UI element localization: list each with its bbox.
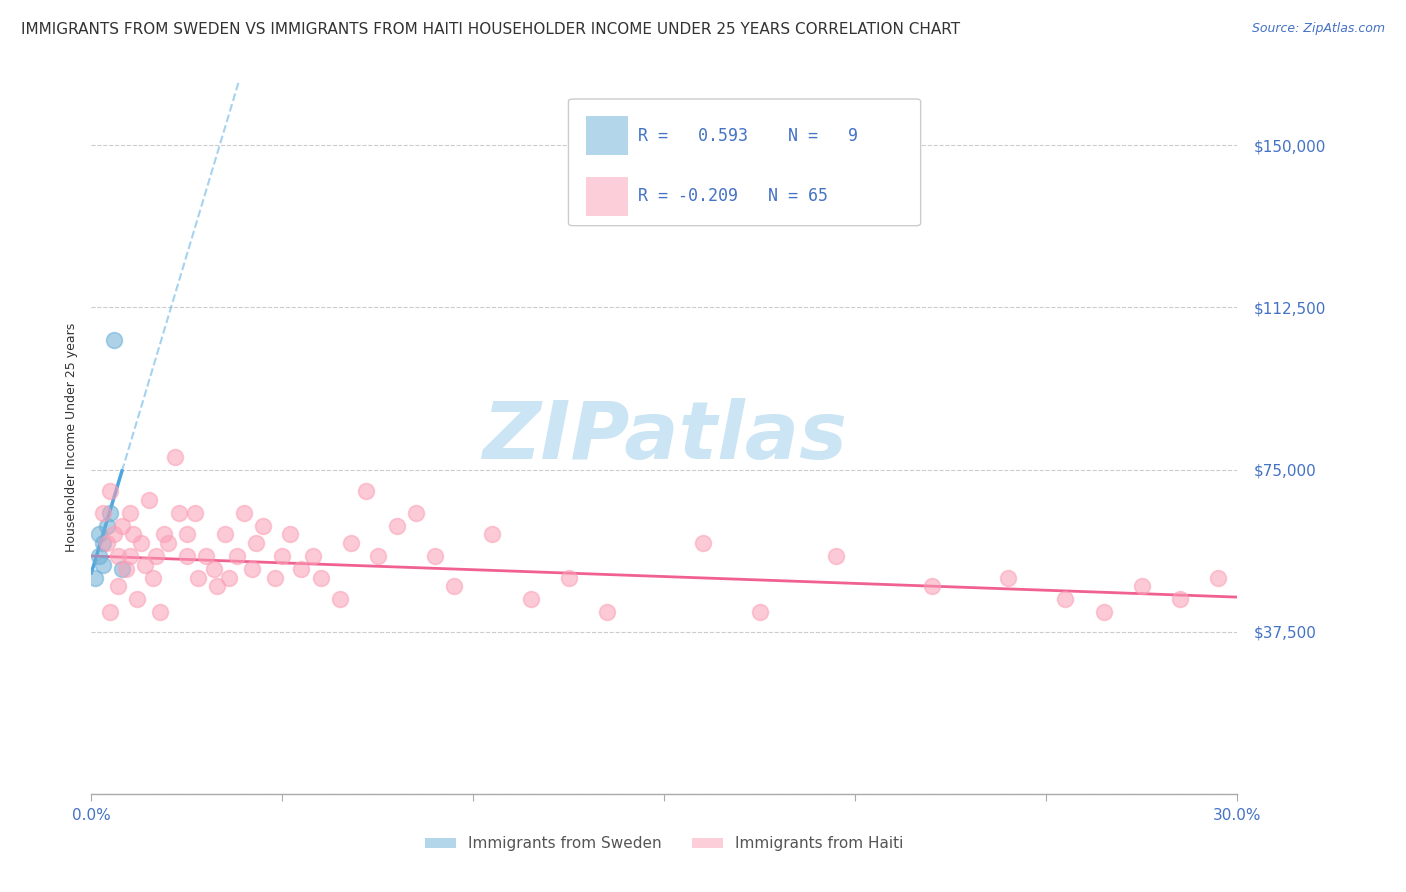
Point (183, 506, 205, 520)
Text: Source: ZipAtlas.com: Source: ZipAtlas.com (1251, 22, 1385, 36)
Point (1130, 579, 1153, 593)
Point (100, 506, 122, 520)
Point (156, 536, 179, 550)
Point (356, 484, 378, 499)
Point (748, 605, 770, 619)
Y-axis label: Householder Income Under 25 years: Householder Income Under 25 years (65, 322, 77, 552)
Point (187, 571, 209, 585)
Point (290, 562, 312, 576)
Point (218, 571, 240, 585)
Point (145, 549, 167, 563)
Point (252, 518, 274, 533)
Point (100, 605, 122, 619)
Point (118, 549, 141, 563)
Point (1092, 605, 1115, 619)
Point (240, 562, 263, 576)
Point (111, 518, 134, 533)
Point (481, 527, 503, 541)
Text: R = -0.209   N = 65: R = -0.209 N = 65 (638, 187, 828, 205)
Point (1168, 592, 1191, 607)
Point (329, 592, 352, 607)
Point (87, 549, 110, 563)
Point (1206, 571, 1229, 585)
Text: R =   0.593    N =   9: R = 0.593 N = 9 (638, 127, 858, 145)
Point (176, 527, 198, 541)
Point (596, 605, 619, 619)
Text: IMMIGRANTS FROM SWEDEN VS IMMIGRANTS FROM HAITI HOUSEHOLDER INCOME UNDER 25 YEAR: IMMIGRANTS FROM SWEDEN VS IMMIGRANTS FRO… (21, 22, 960, 37)
Point (302, 549, 325, 563)
Point (84, 571, 107, 585)
Point (118, 506, 141, 520)
Point (134, 558, 156, 572)
Point (263, 571, 285, 585)
Point (423, 549, 446, 563)
Point (207, 579, 229, 593)
Point (129, 536, 152, 550)
Point (233, 506, 256, 520)
Point (122, 527, 145, 541)
Point (96, 518, 118, 533)
Point (405, 506, 427, 520)
Point (91, 558, 114, 572)
Point (271, 549, 294, 563)
Point (103, 333, 125, 347)
Point (1054, 592, 1077, 607)
Point (367, 549, 389, 563)
Point (153, 527, 176, 541)
Point (165, 450, 187, 464)
Point (825, 549, 848, 563)
Point (107, 549, 129, 563)
Point (519, 592, 541, 607)
Point (96, 536, 118, 550)
Point (309, 571, 332, 585)
Point (141, 571, 163, 585)
Point (107, 579, 129, 593)
Point (558, 571, 581, 585)
Point (202, 562, 225, 576)
Point (225, 549, 247, 563)
Text: ZIPatlas: ZIPatlas (482, 398, 846, 476)
Point (194, 549, 217, 563)
Point (997, 571, 1019, 585)
Point (111, 562, 134, 576)
Point (87, 527, 110, 541)
Point (278, 527, 301, 541)
Point (100, 484, 122, 499)
Point (114, 562, 136, 576)
Point (692, 536, 714, 550)
Point (167, 506, 190, 520)
Point (214, 527, 236, 541)
Point (385, 518, 408, 533)
Point (91, 506, 114, 520)
Point (91, 536, 114, 550)
Point (103, 527, 125, 541)
Point (138, 492, 160, 507)
Point (443, 579, 465, 593)
Point (245, 536, 267, 550)
Point (176, 549, 198, 563)
Legend: Immigrants from Sweden, Immigrants from Haiti: Immigrants from Sweden, Immigrants from … (419, 830, 910, 857)
Point (127, 592, 149, 607)
Point (921, 579, 943, 593)
Point (340, 536, 363, 550)
Point (149, 605, 172, 619)
